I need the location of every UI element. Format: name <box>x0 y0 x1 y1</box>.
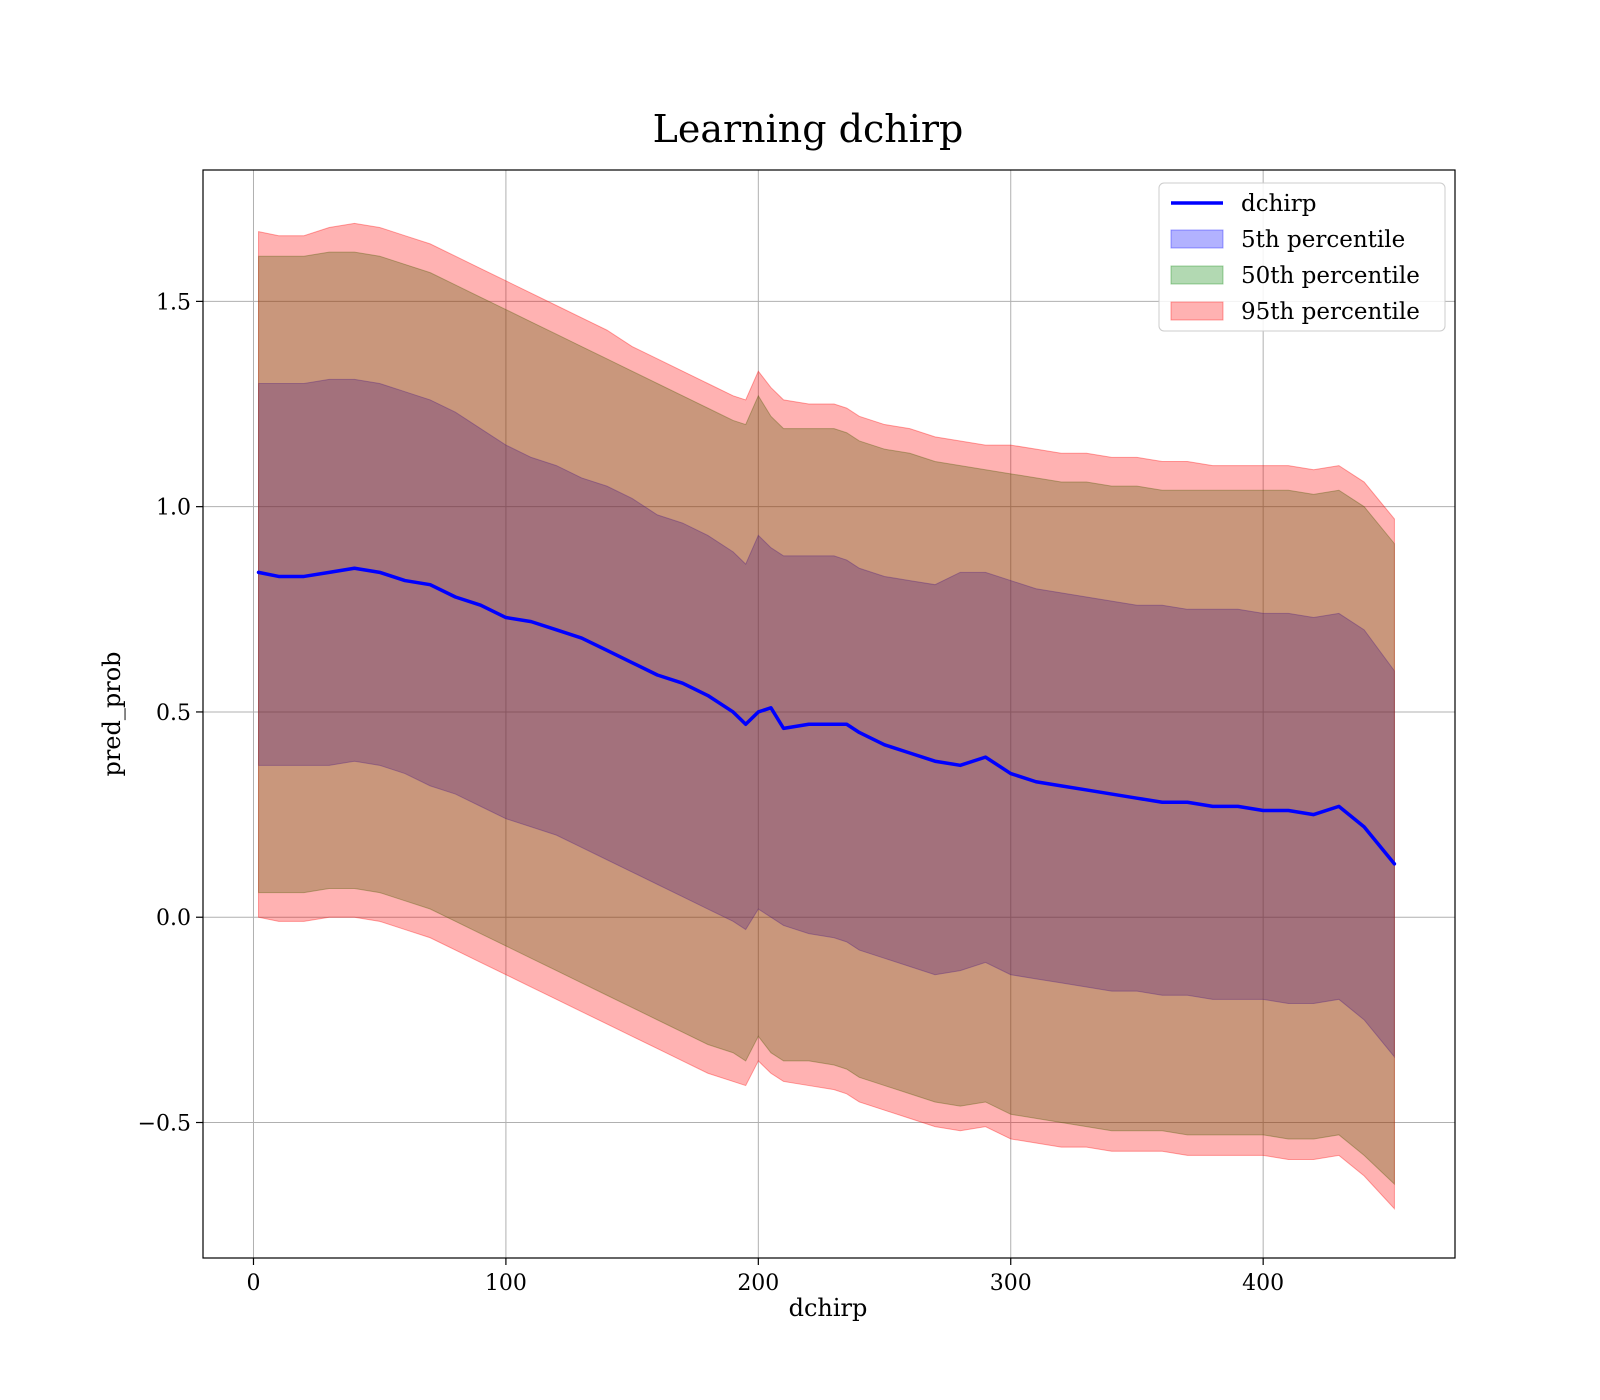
x-axis-ticks: 0 100 200 300 400 <box>246 1258 1284 1296</box>
x-tick-label-2: 200 <box>737 1271 779 1296</box>
legend: dchirp 5th percentile 50th percentile 95th … <box>1158 182 1446 332</box>
y-tick-label-4: 1.5 <box>156 290 191 315</box>
line-series-1 <box>256 566 1397 866</box>
legend-label-4: 95th percentile <box>1241 299 1420 325</box>
legend-swatch-3 <box>1170 265 1224 285</box>
series-lines <box>256 566 1397 866</box>
band-3 <box>258 222 1395 1211</box>
plot-frame <box>202 169 1456 1259</box>
legend-swatch-2 <box>1170 229 1224 249</box>
x-tick-label-3: 300 <box>990 1271 1032 1296</box>
percentile-bands <box>258 222 1395 1211</box>
legend-label-2: 5th percentile <box>1241 227 1405 253</box>
y-tick-label-0: −0.5 <box>138 1112 191 1137</box>
legend-swatch-4 <box>1170 301 1224 321</box>
x-axis-label: dchirp <box>789 1294 868 1322</box>
y-axis-label: pred_prob <box>98 651 126 776</box>
legend-label-3: 50th percentile <box>1241 263 1420 289</box>
x-tick-label-0: 0 <box>246 1271 260 1296</box>
y-axis-ticks: −0.5 0.0 0.5 1.0 1.5 <box>138 290 203 1137</box>
legend-box <box>1158 182 1446 332</box>
y-tick-label-1: 0.0 <box>156 906 191 931</box>
chart-title: Learning dchirp <box>653 107 964 151</box>
band-1 <box>258 378 1395 1059</box>
y-tick-label-2: 0.5 <box>156 701 191 726</box>
x-tick-label-1: 100 <box>485 1271 527 1296</box>
y-tick-label-3: 1.0 <box>156 496 191 521</box>
band-2 <box>258 251 1395 1186</box>
legend-label-1: dchirp <box>1241 191 1317 217</box>
x-tick-label-4: 400 <box>1242 1271 1284 1296</box>
